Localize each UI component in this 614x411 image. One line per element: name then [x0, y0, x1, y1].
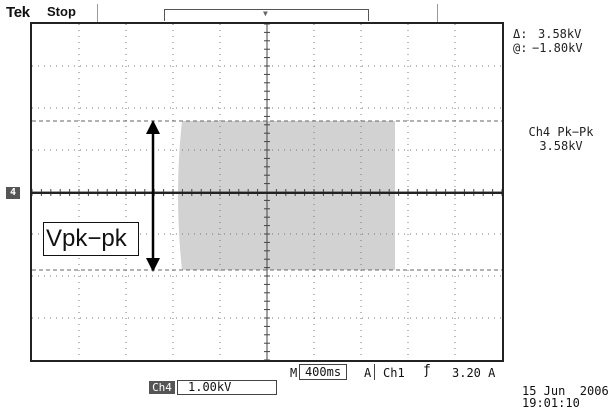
cursor-position-symbol: @:: [513, 41, 528, 55]
acquisition-status: Stop: [47, 4, 76, 19]
rising-edge-icon: ƒ: [423, 363, 431, 378]
record-view-bracket: [164, 9, 369, 21]
trigger-position-icon: ▼: [263, 9, 268, 18]
double-arrow-icon: [146, 120, 160, 272]
trigger-source[interactable]: Ch1: [383, 366, 405, 380]
measurement-title: Ch4 Pk−Pk: [528, 125, 594, 139]
trigger-level[interactable]: 3.20 A: [452, 366, 496, 380]
timebase-setting[interactable]: 400ms: [299, 364, 347, 380]
cursor-delta-value: 3.58kV: [538, 27, 582, 41]
measurement-value: 3.58kV: [539, 139, 583, 153]
brand-logo: Tek: [6, 4, 30, 21]
waveform-display[interactable]: [30, 22, 504, 362]
date-display: 15 Jun 2006: [522, 384, 609, 398]
trigger-mode: A: [364, 366, 372, 380]
channel-4-badge[interactable]: Ch4: [149, 381, 175, 394]
main-timebase-label: M: [290, 366, 298, 380]
cursor-position-value: −1.80kV: [532, 41, 583, 55]
time-display: 19:01:10: [522, 396, 580, 410]
vpk-pk-label: Vpk−pk: [43, 222, 139, 256]
graticule: [32, 24, 502, 360]
topbar-divider: [97, 4, 98, 22]
trigger-readout-divider: [374, 364, 505, 380]
channel-4-scale[interactable]: 1.00kV: [177, 380, 277, 395]
cursor-delta-symbol: Δ:: [513, 27, 528, 41]
channel-4-ground-marker[interactable]: 4: [6, 187, 20, 199]
measurement-cursors[interactable]: [32, 120, 502, 271]
signal-envelope: [178, 121, 395, 270]
topbar-divider: [437, 4, 438, 22]
